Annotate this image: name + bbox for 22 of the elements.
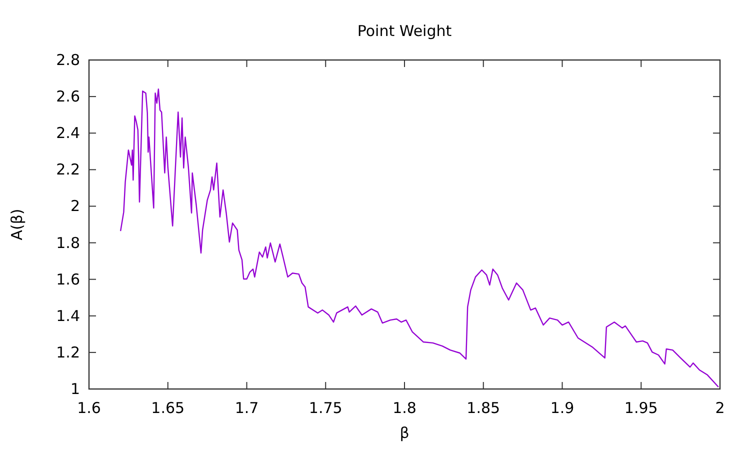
y-tick-label: 1.2: [56, 343, 80, 362]
x-tick-label: 1.85: [466, 399, 500, 417]
y-tick-label: 1: [70, 380, 80, 398]
line-series: [120, 88, 720, 388]
y-tick-label: 1.8: [56, 234, 80, 252]
y-tick-label: 2.4: [56, 124, 80, 142]
y-tick-label: 2.2: [56, 160, 80, 179]
x-tick-label: 1.95: [624, 399, 658, 417]
y-tick-label: 1.4: [56, 306, 80, 325]
y-tick-label: 1.6: [56, 270, 80, 288]
y-tick-label: 2.6: [56, 88, 80, 106]
y-tick-label: 2: [70, 197, 80, 216]
x-tick-label: 1.9: [550, 399, 574, 417]
chart-title: Point Weight: [357, 22, 452, 40]
x-tick-label: 1.65: [151, 399, 185, 417]
x-tick-label: 1.75: [308, 399, 342, 417]
x-tick-label: 1.7: [234, 399, 259, 417]
x-axis-title: β: [400, 424, 410, 442]
x-tick-label: 2: [715, 399, 725, 417]
x-tick-label: 1.8: [392, 399, 416, 417]
y-tick-label: 2.8: [56, 51, 80, 69]
y-axis-title: A(β): [8, 208, 26, 240]
